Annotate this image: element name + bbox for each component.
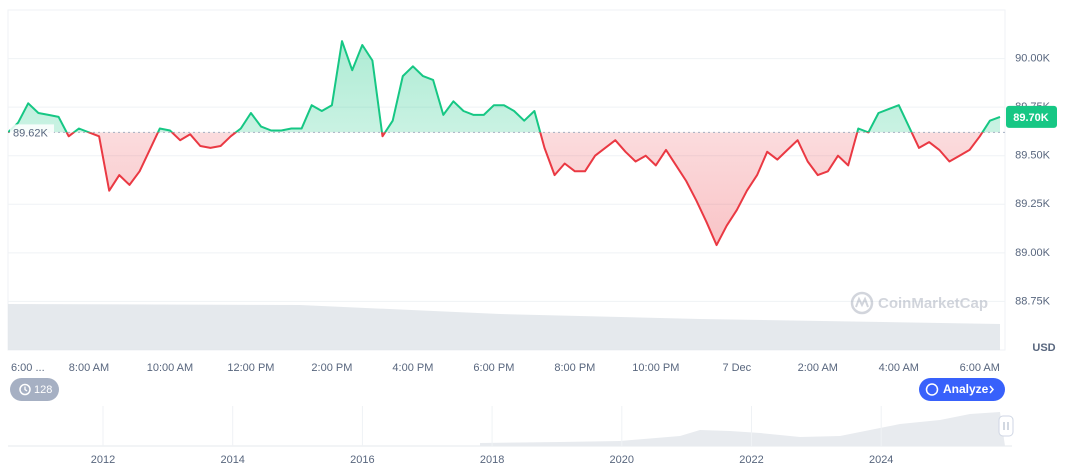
plot-frame: [7, 9, 1006, 351]
navigator-year: 2012: [91, 454, 115, 466]
area-above: [8, 41, 1000, 133]
x-tick-label: 8:00 AM: [69, 362, 109, 374]
navigator-handle[interactable]: [998, 415, 1014, 437]
current-price-label: 89.70K: [1013, 112, 1049, 124]
x-tick-label: 8:00 PM: [554, 362, 595, 374]
y-tick-label: 89.25K: [1015, 198, 1051, 210]
navigator-year: 2020: [610, 454, 634, 466]
navigator-year: 2022: [739, 454, 763, 466]
watermark: CoinMarketCap: [850, 291, 988, 315]
navigator-area: [480, 412, 1005, 446]
indicator-button[interactable]: 128: [10, 378, 59, 401]
y-tick-label: 89.50K: [1015, 150, 1051, 162]
x-tick-label: 2:00 PM: [311, 362, 352, 374]
analyze-button[interactable]: Analyze: [919, 378, 1005, 401]
price-line-up: [8, 40, 1001, 133]
volume-area: [8, 304, 1000, 350]
watermark-text: CoinMarketCap: [878, 295, 988, 312]
x-tick-label: 2:00 AM: [798, 362, 838, 374]
x-tick-label: 6:00 ...: [11, 362, 45, 374]
price-line-down: [8, 132, 984, 247]
y-tick-label: 89.00K: [1015, 247, 1051, 259]
x-tick-label: 4:00 AM: [879, 362, 919, 374]
x-tick-label: 7 Dec: [722, 362, 751, 374]
current-price-badge: [1006, 105, 1057, 128]
x-tick-label: 10:00 PM: [632, 362, 679, 374]
x-tick-label: 12:00 PM: [227, 362, 274, 374]
baseline-label: 89.62K: [13, 127, 49, 139]
navigator: 2012 2014 2016 2018 2020 2022 2024: [8, 406, 1014, 466]
navigator-year: 2018: [480, 454, 504, 466]
x-tick-label: 6:00 PM: [473, 362, 514, 374]
x-tick-label: 10:00 AM: [147, 362, 193, 374]
y-tick-label: 90.00K: [1015, 52, 1051, 64]
navigator-year: 2024: [869, 454, 893, 466]
analyze-label: Analyze: [943, 382, 989, 396]
indicator-count: 128: [34, 384, 52, 396]
area-below: [8, 132, 1000, 246]
baseline-label-bg: [10, 124, 54, 141]
navigator-year: 2016: [350, 454, 374, 466]
y-tick-label: 88.75K: [1015, 295, 1051, 307]
currency-label: USD: [1032, 342, 1055, 354]
x-tick-label: 6:00 AM: [960, 362, 1000, 374]
navigator-year: 2014: [220, 454, 244, 466]
x-tick-label: 4:00 PM: [392, 362, 433, 374]
